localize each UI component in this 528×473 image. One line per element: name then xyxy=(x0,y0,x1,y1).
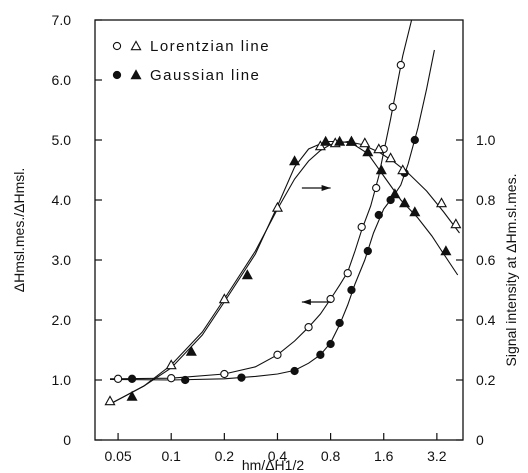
legend-marker xyxy=(130,69,142,80)
filled-triangle-point xyxy=(345,135,357,146)
open-circle-point xyxy=(273,350,282,359)
gauss-intensity-curve xyxy=(109,140,459,405)
filled-circle-point xyxy=(127,374,137,383)
legend-marker xyxy=(112,70,122,80)
x-tick-label: 0.1 xyxy=(161,448,181,464)
open-triangle-point xyxy=(359,137,371,148)
right-tick-label: 1.0 xyxy=(476,132,496,148)
filled-triangle-point xyxy=(185,345,197,356)
open-circle-point xyxy=(357,222,366,232)
left-tick-label: 4.0 xyxy=(52,192,72,208)
filled-triangle-point xyxy=(362,146,374,157)
annotations xyxy=(301,185,331,305)
open-circle-point xyxy=(388,102,397,112)
open-triangle-point xyxy=(397,164,409,175)
open-triangle-point xyxy=(165,359,177,370)
filled-circle-point xyxy=(374,210,383,220)
left-tick-label: 2.0 xyxy=(52,312,72,328)
open-circle-point xyxy=(220,369,229,379)
x-axis-label: hm/ΔH1/2 xyxy=(242,457,304,473)
open-circle-point xyxy=(113,374,123,383)
x-tick-label: 0.8 xyxy=(321,448,341,464)
open-circle-point xyxy=(343,269,352,278)
open-circle-point xyxy=(396,60,405,70)
open-triangle-point xyxy=(218,293,230,304)
axes: 0.05 0.1 0.2 0.4 0.8 1.6 3.2 0 1.0 2.0 3.0 4.0 5.0 6.… xyxy=(11,12,519,473)
x-tick-label: 0.05 xyxy=(104,448,131,464)
filled-triangle-point xyxy=(241,269,253,280)
arrow-to-left-axis-head xyxy=(301,299,311,305)
right-tick-label: 0.2 xyxy=(476,372,496,388)
lorentz-intensity-curve xyxy=(109,140,460,405)
filled-triangle-point xyxy=(389,188,401,199)
open-circle-point xyxy=(372,183,381,193)
filled-triangle-point xyxy=(440,245,452,256)
filled-triangle-point xyxy=(334,135,346,146)
filled-circle-point xyxy=(335,318,344,328)
open-triangle-point xyxy=(271,201,284,212)
open-triangle-point xyxy=(450,218,462,229)
left-tick-label: 5.0 xyxy=(52,132,72,148)
left-tick-label: 6.0 xyxy=(52,72,72,88)
arrow-to-right-axis-head xyxy=(321,185,331,191)
filled-triangle-point xyxy=(399,197,411,208)
filled-circle-point xyxy=(410,135,419,145)
filled-triangle-point xyxy=(409,206,421,217)
right-axis-label: Signal intensity at ΔHm.sl.mes. xyxy=(503,174,519,367)
filled-triangle-point xyxy=(320,135,332,146)
filled-circle-point xyxy=(237,373,246,382)
legend-marker xyxy=(130,40,142,51)
right-tick-label: 0.4 xyxy=(476,312,496,328)
x-tick-label: 0.4 xyxy=(268,448,288,464)
filled-triangle-point xyxy=(289,155,301,166)
filled-circle-point xyxy=(347,285,356,295)
filled-triangle-point xyxy=(375,164,387,175)
filled-circle-point xyxy=(363,246,372,256)
right-tick-label: 0.6 xyxy=(476,252,496,268)
legend-marker xyxy=(112,41,122,51)
left-tick-label: 7.0 xyxy=(52,12,72,28)
filled-triangle-point xyxy=(126,390,138,401)
legend-label: Lorentzian line xyxy=(150,38,270,55)
x-tick-label: 0.2 xyxy=(215,448,235,464)
x-tick-label: 3.2 xyxy=(427,448,447,464)
left-tick-label: 1.0 xyxy=(52,372,72,388)
filled-circle-point xyxy=(316,350,325,359)
open-triangle-point xyxy=(435,197,448,208)
left-axis-label: ΔHmsl.mes./ΔHmsl. xyxy=(11,168,27,292)
gauss-width-curve xyxy=(109,49,435,381)
filled-circle-point xyxy=(290,366,299,376)
right-tick-label: 0.8 xyxy=(476,192,496,208)
open-triangle-point xyxy=(104,395,116,406)
x-tick-label: 1.6 xyxy=(374,448,394,464)
open-triangle-point xyxy=(385,152,397,163)
legend: Lorentzian line Gaussian line xyxy=(112,38,270,84)
legend-label: Gaussian line xyxy=(150,67,260,84)
filled-circle-point xyxy=(181,375,190,385)
lorentz-width-curve xyxy=(109,19,413,380)
filled-circle-point xyxy=(326,339,335,349)
right-tick-label: 0 xyxy=(476,432,484,448)
open-circle-point xyxy=(167,374,176,383)
open-circle-point xyxy=(304,323,313,332)
plot-frame xyxy=(94,19,464,441)
left-tick-label: 0 xyxy=(63,432,71,448)
open-triangle-point xyxy=(373,143,385,154)
left-tick-label: 3.0 xyxy=(52,252,72,268)
data-points xyxy=(104,60,462,406)
